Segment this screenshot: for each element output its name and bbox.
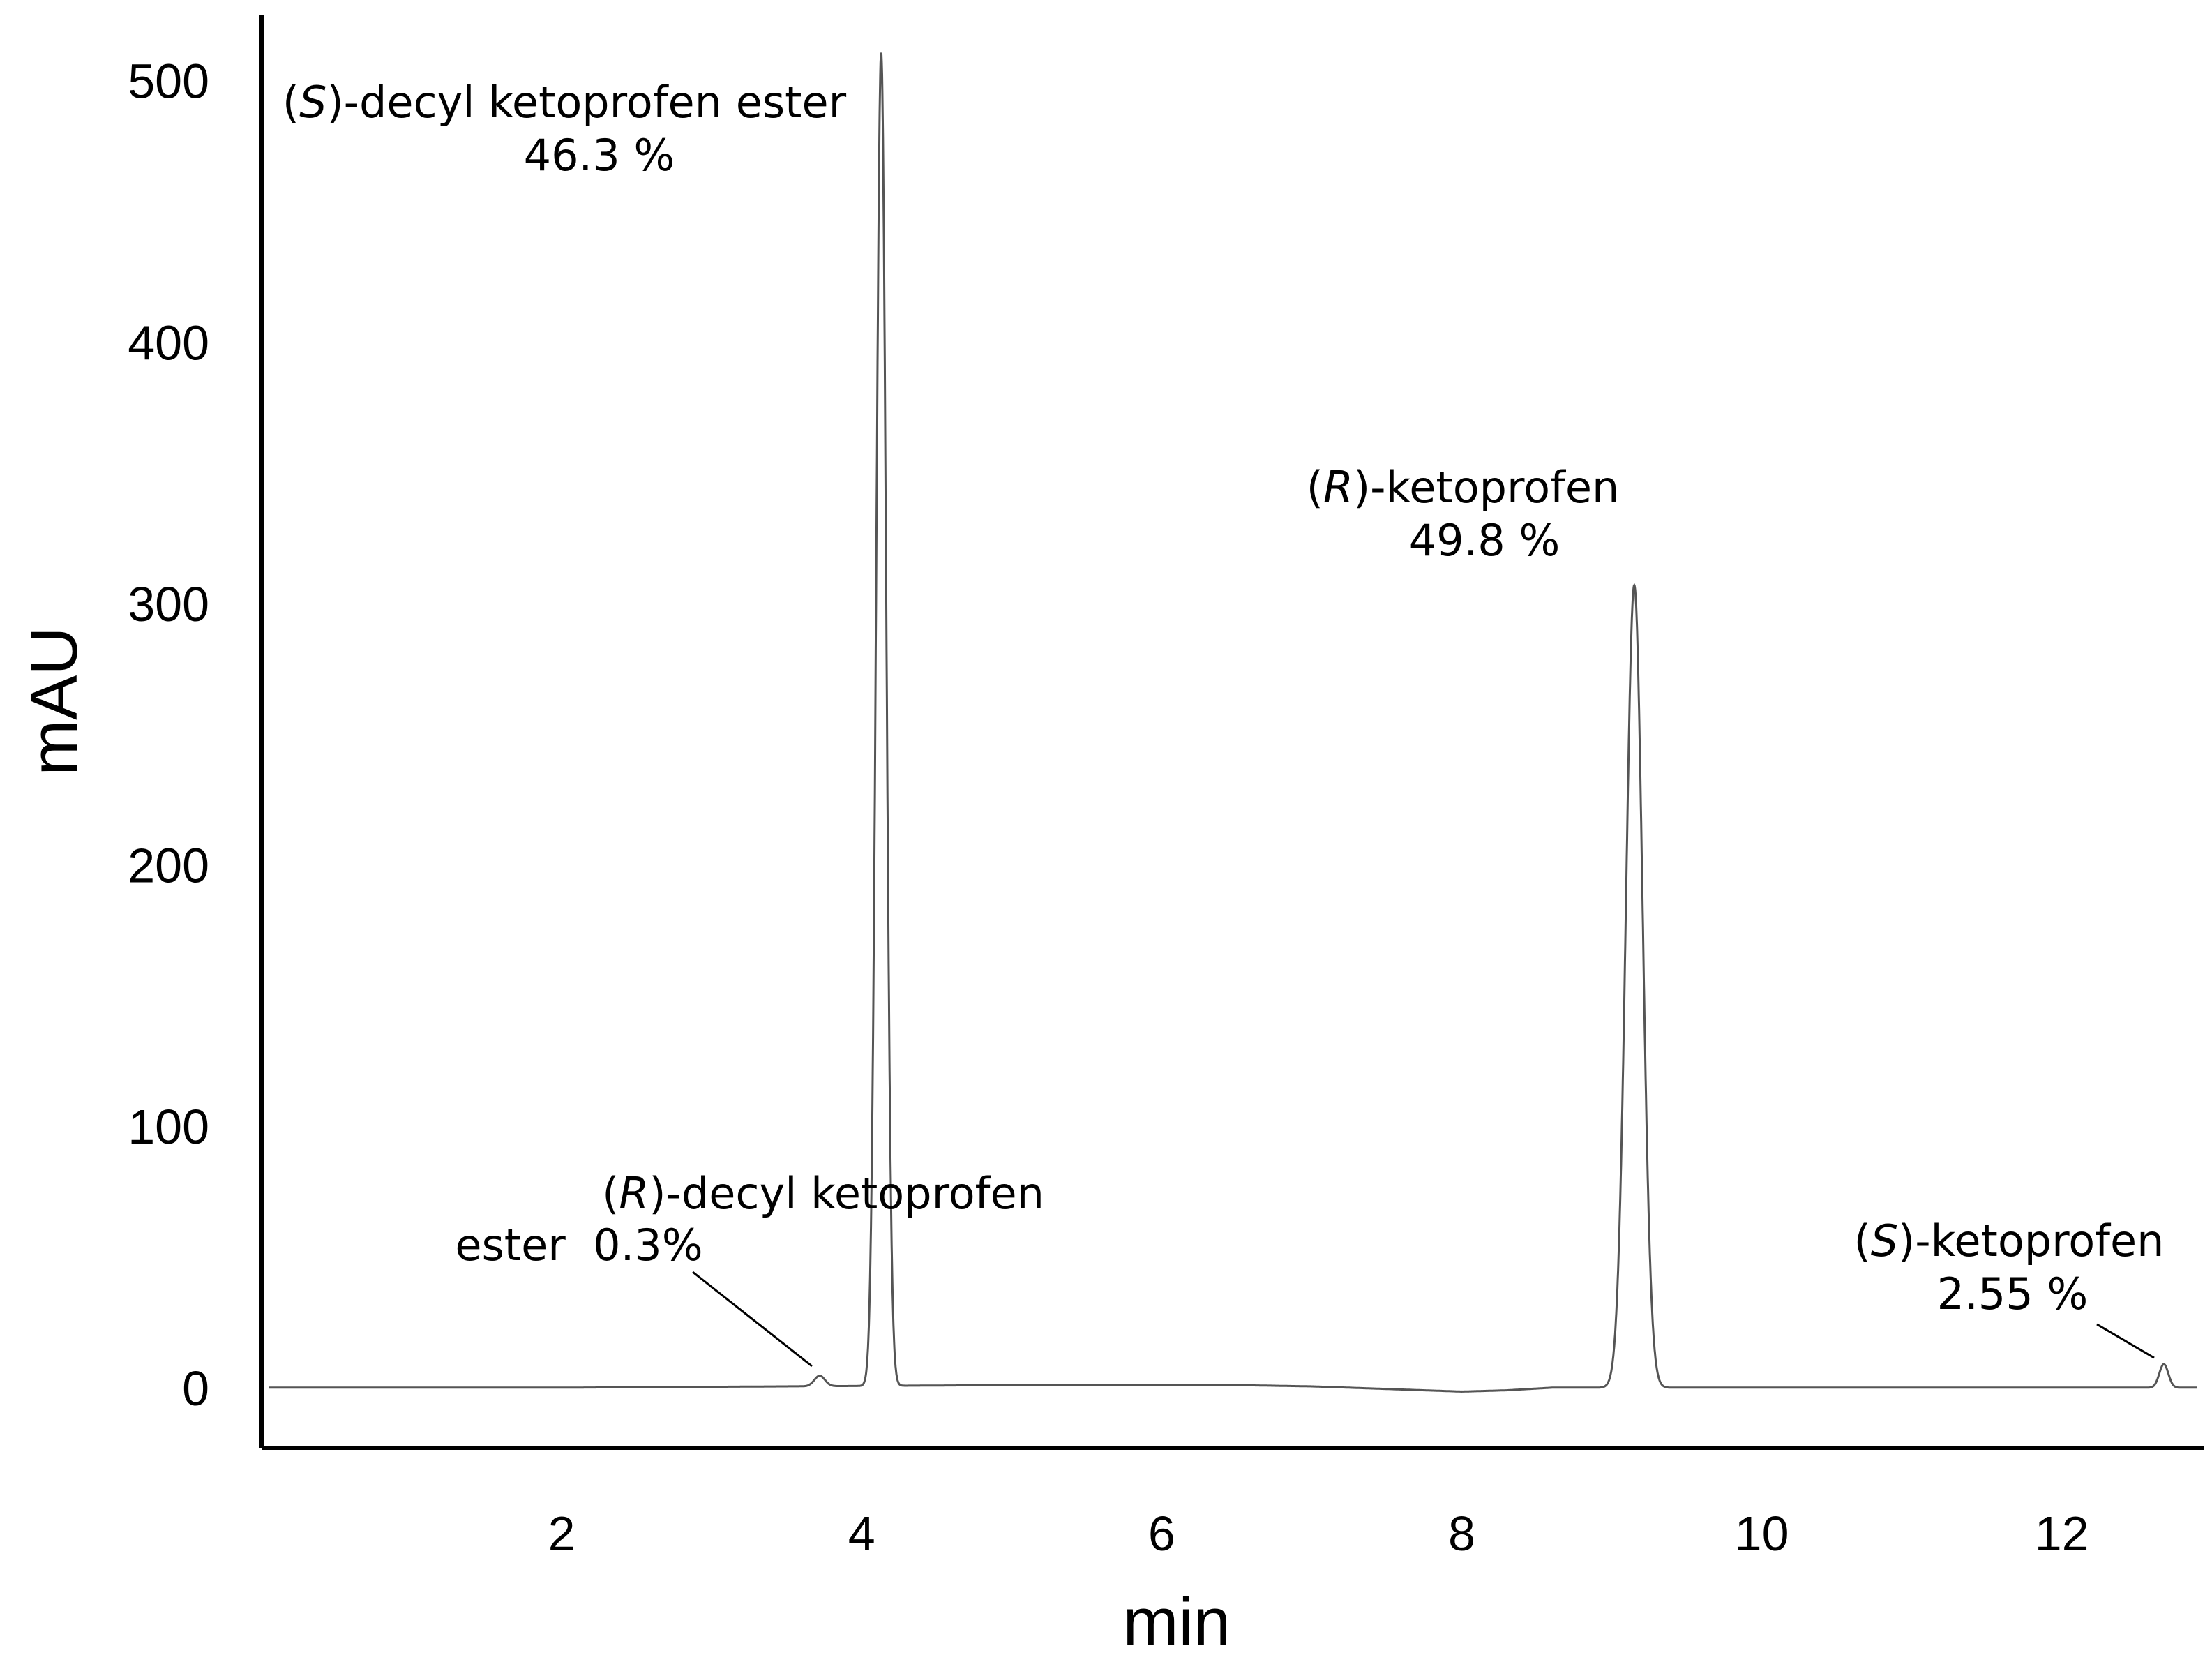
peak-label-line1: (S)-ketoprofen: [1854, 1215, 2165, 1266]
y-axis-title: mAU: [17, 627, 91, 775]
x-tick-label: 4: [848, 1506, 875, 1561]
leader-line: [692, 1271, 813, 1368]
y-tick-label: 0: [182, 1361, 209, 1416]
x-tick-labels: 2 4 6 8 10 12: [548, 1506, 2089, 1561]
peak-label-line1: (R)-ketoprofen: [1307, 462, 1620, 513]
y-tick-label: 300: [128, 577, 209, 631]
y-tick-label: 500: [128, 54, 209, 109]
peak-label-line1: (R)-decyl ketoprofen: [602, 1168, 1044, 1219]
peak-label-line1: (S)-decyl ketoprofen ester: [283, 77, 847, 128]
peak-label-line2: ester 0.3%: [455, 1220, 702, 1271]
x-tick-label: 2: [548, 1506, 575, 1561]
chromatogram-trace: [269, 52, 2197, 1393]
peak-label-line2: 49.8 %: [1409, 515, 1560, 566]
leader-line: [2096, 1323, 2155, 1359]
x-tick-label: 8: [1448, 1506, 1475, 1561]
peak-label-r-decyl-ester: (R)-decyl ketoprofen ester 0.3%: [455, 1168, 1044, 1368]
peak-label-s-ketoprofen: (S)-ketoprofen 2.55 %: [1854, 1215, 2165, 1359]
y-tick-label: 100: [128, 1100, 209, 1154]
x-tick-label: 12: [2035, 1506, 2089, 1561]
x-axis-title: min: [1123, 1585, 1231, 1659]
x-tick-label: 10: [1735, 1506, 1789, 1561]
peak-label-line2: 2.55 %: [1937, 1268, 2089, 1319]
y-tick-labels: 0 100 200 300 400 500: [128, 54, 209, 1416]
peak-label-s-decyl-ester: (S)-decyl ketoprofen ester 46.3 %: [283, 77, 847, 181]
x-tick-label: 6: [1148, 1506, 1175, 1561]
peak-label-line2: 46.3 %: [524, 130, 675, 181]
y-tick-label: 200: [128, 839, 209, 893]
y-tick-label: 400: [128, 315, 209, 370]
peak-label-r-ketoprofen: (R)-ketoprofen 49.8 %: [1307, 462, 1620, 566]
